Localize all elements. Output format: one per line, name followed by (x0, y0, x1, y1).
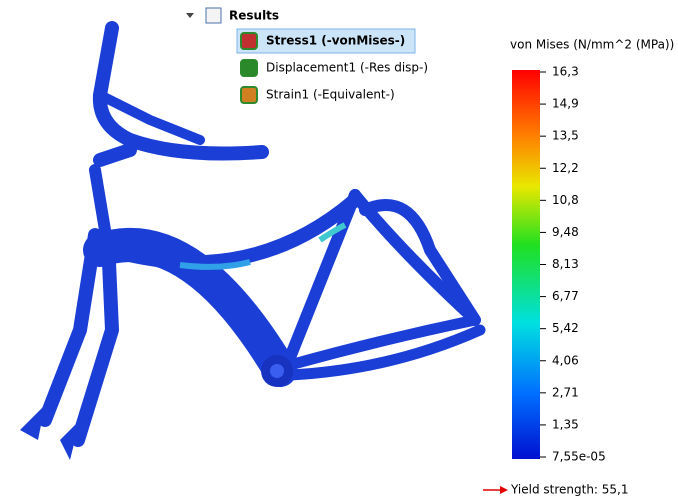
tick-label: 4,06 (552, 353, 579, 367)
legend-title: von Mises (N/mm^2 (MPa)) (510, 38, 674, 52)
yield-label: Yield strength: 55,1 (510, 483, 629, 497)
tree-item-label[interactable]: Stress1 (-vonMises-) (266, 34, 405, 48)
tick-label: 14,9 (552, 97, 579, 111)
study-icon (241, 33, 257, 49)
tree-item-label[interactable]: Displacement1 (-Res disp-) (266, 61, 428, 75)
results-tree: Results Stress1 (-vonMises-) Displacement… (186, 8, 428, 103)
collapse-arrow[interactable] (186, 13, 194, 18)
tick-label: 2,71 (552, 385, 579, 399)
tick-label: 16,3 (552, 65, 579, 79)
tick-label: 8,13 (552, 257, 579, 271)
tree-root-label[interactable]: Results (229, 9, 279, 23)
tick-label: 9,48 (552, 225, 579, 239)
tick-label: 13,5 (552, 129, 579, 143)
tick-label: 1,35 (552, 417, 579, 431)
study-icon (241, 60, 257, 76)
tick-label: 7,55e-05 (552, 450, 606, 464)
color-bar (512, 70, 540, 459)
legend: von Mises (N/mm^2 (MPa)) 16,3 14,9 13,5 12,… (483, 38, 674, 497)
study-icon (241, 87, 257, 103)
yield-arrowhead (500, 486, 508, 494)
tree-item-label[interactable]: Strain1 (-Equivalent-) (266, 88, 395, 102)
folder-icon (206, 8, 221, 23)
tick-label: 12,2 (552, 161, 579, 175)
tick-label: 10,8 (552, 193, 579, 207)
tick-label: 5,42 (552, 321, 579, 335)
screen: Results Stress1 (-vonMises-) Displacement… (0, 0, 678, 502)
tick-label: 6,77 (552, 289, 579, 303)
